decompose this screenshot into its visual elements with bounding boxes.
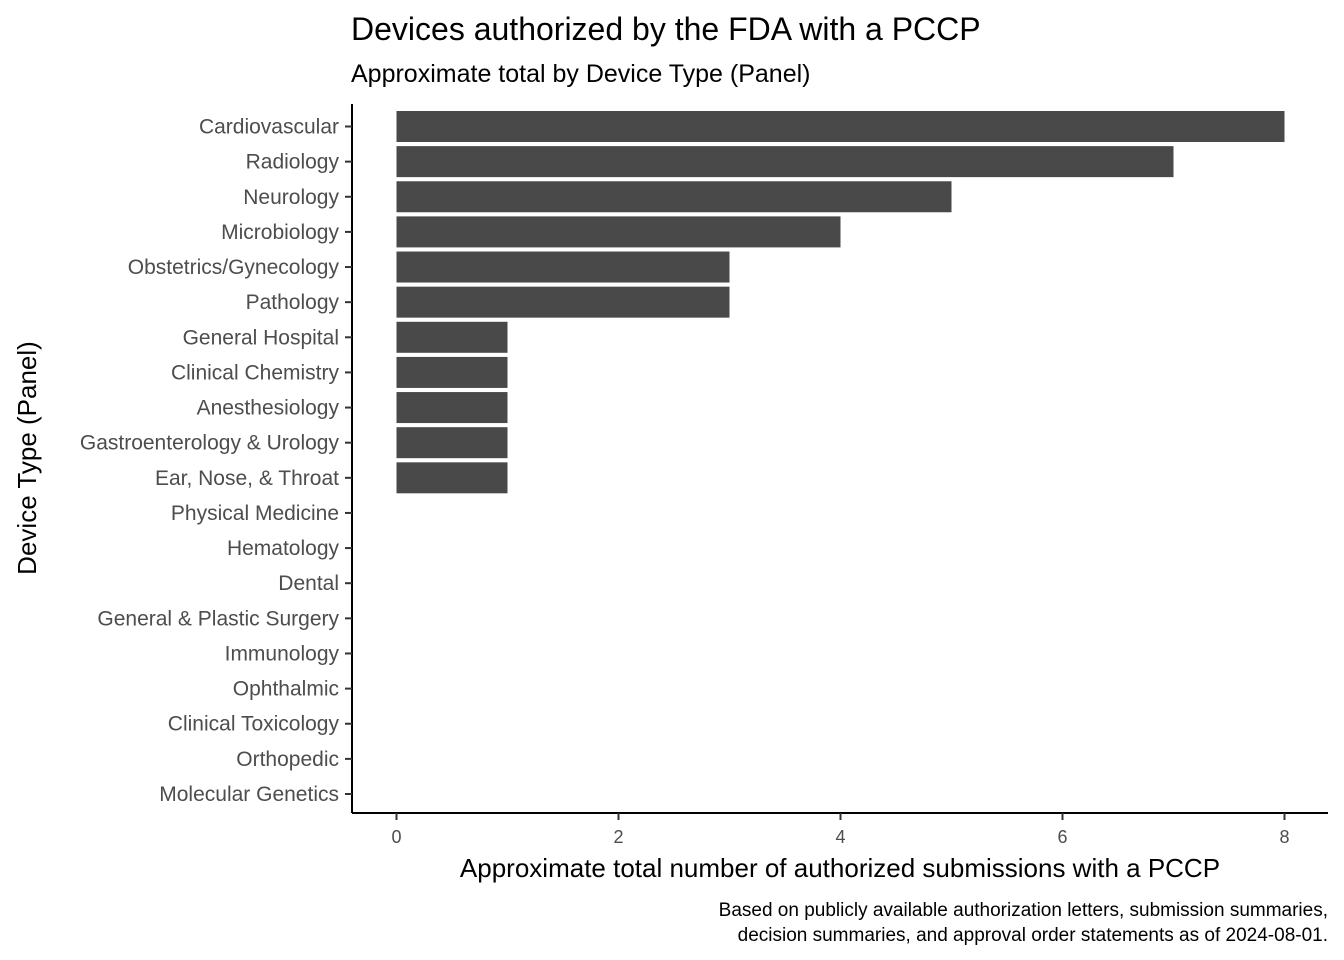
x-tick-label: 6 [1057,827,1067,847]
bar [396,427,508,459]
y-tick-label: Obstetrics/Gynecology [128,256,340,279]
x-tick-label: 0 [391,827,401,847]
bar [396,251,730,283]
caption-line-2: decision summaries, and approval order s… [738,925,1328,946]
y-tick-label: Orthopedic [236,748,339,771]
y-tick-label: Immunology [225,642,340,665]
y-tick-label: Neurology [243,186,339,209]
y-tick-label: Physical Medicine [171,502,339,525]
bar [396,392,508,424]
y-tick-label: Hematology [227,537,340,560]
y-tick-label: Molecular Genetics [159,783,339,806]
y-tick-label: Clinical Toxicology [168,713,340,736]
y-tick-label: General Hospital [183,326,339,349]
chart-title: Devices authorized by the FDA with a PCC… [351,11,981,47]
y-tick-label: Ophthalmic [233,678,339,701]
y-tick-label: Cardiovascular [199,116,339,139]
y-tick-label: Dental [278,572,339,595]
bar [396,216,841,248]
x-axis-title: Approximate total number of authorized s… [460,853,1220,883]
x-tick-label: 8 [1279,827,1289,847]
chart-subtitle: Approximate total by Device Type (Panel) [351,60,811,88]
x-axis: 0 2 4 6 8 [352,812,1328,847]
bar [396,356,508,388]
bars-group [396,111,1285,494]
bar [396,321,508,353]
y-axis: Cardiovascular Radiology Neurology Microbio… [80,104,353,813]
y-tick-label: Gastroenterology & Urology [80,432,340,455]
y-axis-title: Device Type (Panel) [12,341,42,575]
y-tick-label: Clinical Chemistry [171,361,340,384]
y-tick-label: General & Plastic Surgery [97,607,339,630]
bar [396,462,508,494]
y-tick-label: Microbiology [221,221,339,244]
x-tick-label: 4 [835,827,845,847]
y-tick-label: Ear, Nose, & Throat [155,467,339,490]
bar [396,111,1285,142]
x-tick-label: 2 [613,827,623,847]
y-tick-label: Anesthesiology [197,397,340,420]
bar [396,181,952,213]
caption-line-1: Based on publicly available authorizatio… [719,900,1328,921]
bar [396,146,1174,178]
y-tick-label: Radiology [246,151,340,174]
y-tick-label: Pathology [246,291,340,314]
bar [396,286,730,318]
